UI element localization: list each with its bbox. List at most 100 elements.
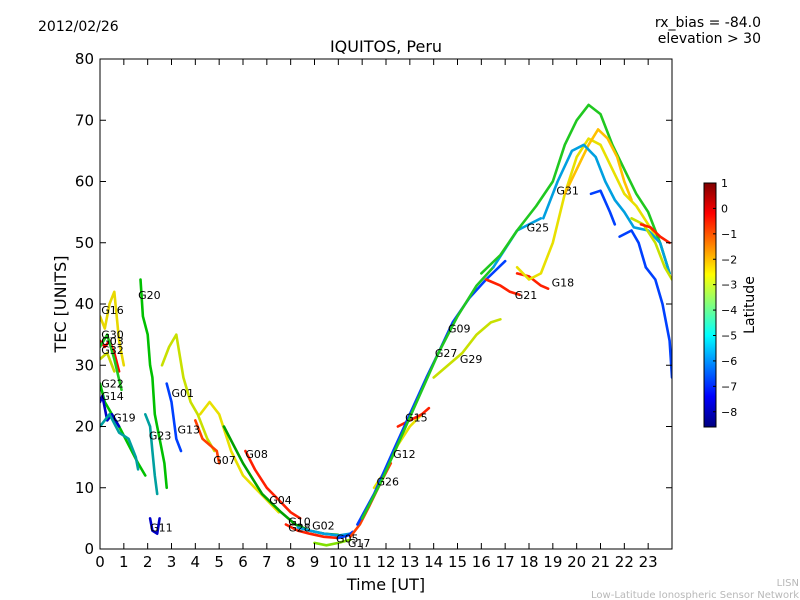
series-label: G19: [113, 411, 136, 424]
y-tick-label: 20: [75, 418, 94, 436]
colorbar-tick-label: −1: [721, 228, 737, 241]
series-line-track-33: [589, 189, 617, 226]
series-line-track-34: [618, 229, 648, 269]
y-tick-label: 80: [75, 50, 94, 68]
series-label: G32: [101, 344, 124, 357]
series-label: G31: [556, 185, 579, 198]
y-tick-label: 0: [84, 540, 94, 558]
series-label: G02: [312, 520, 335, 533]
series-label: G04: [269, 494, 292, 507]
y-tick-label: 40: [75, 295, 94, 313]
series-label: G27: [435, 347, 458, 360]
series-line-G05: [313, 538, 352, 547]
colorbar-tick-label: −7: [721, 380, 737, 393]
series-line-G07: [194, 419, 221, 465]
series-line-G20: [139, 278, 168, 490]
series-line-G09: [360, 266, 495, 520]
colorbar-tick-label: 1: [721, 177, 728, 190]
series-line-G03: [100, 333, 123, 392]
series-line-G28: [284, 523, 340, 540]
series-label: G20: [138, 289, 161, 302]
chart-title: IQUITOS, Peru: [330, 37, 442, 56]
colorbar-tick-label: −5: [721, 330, 737, 343]
series-label: G13: [177, 424, 200, 437]
series-line-G32: [100, 351, 116, 373]
y-ticks: 0 10 20 30 40 50 60 70 80: [75, 50, 672, 558]
series-line-track-35: [644, 266, 672, 379]
colorbar-tick-label: −6: [721, 355, 737, 368]
x-tick-label: 12: [376, 553, 395, 571]
series-label: G17: [348, 537, 371, 550]
x-ticks: 0 1 2 3 4 5 6 7 8 9 10 11 12 13 14 15 16 17 18 19 20 21 22 23: [95, 59, 658, 571]
x-axis-label: Time [UT]: [346, 575, 425, 594]
series-line-G11: [148, 517, 161, 535]
series-label: G07: [213, 454, 236, 467]
series-label: G23: [149, 430, 172, 443]
series-label: G10: [288, 515, 311, 528]
series-label: G11: [150, 522, 173, 535]
x-tick-label: 9: [310, 553, 320, 571]
colorbar-tick-label: −4: [721, 304, 737, 317]
series-label: G28: [288, 522, 311, 535]
x-tick-label: 14: [424, 553, 443, 571]
series-line-G13: [165, 382, 183, 453]
series-line-track-36: [630, 217, 672, 281]
x-tick-label: 16: [472, 553, 491, 571]
series-label: G05: [336, 533, 359, 546]
footer-network: Low-Latitude Ionospheric Sensor Network: [591, 590, 799, 600]
x-tick-label: 8: [286, 553, 296, 571]
x-tick-label: 18: [519, 553, 538, 571]
series-line-G17: [337, 530, 354, 540]
colorbar-tick-label: −3: [721, 279, 737, 292]
y-tick-label: 60: [75, 173, 94, 191]
series-line-G29: [432, 318, 502, 379]
x-tick-label: 19: [543, 553, 562, 571]
series-label: G21: [515, 289, 538, 302]
series-label: G03: [101, 335, 124, 348]
y-axis-label: TEC [UNITS]: [51, 256, 70, 354]
series-label: G30: [101, 329, 124, 342]
x-tick-label: 0: [95, 553, 105, 571]
x-tick-label: 4: [191, 553, 201, 571]
series-line-G23: [144, 413, 159, 496]
series-line-G08: [244, 449, 302, 520]
series-label: G16: [101, 304, 124, 317]
series-label: G08: [245, 448, 268, 461]
x-tick-label: 22: [615, 553, 634, 571]
series-line-G31: [515, 137, 671, 281]
y-tick-label: 70: [75, 111, 94, 129]
series-line-G14: [100, 394, 121, 428]
series-label: G26: [376, 476, 399, 489]
colorbar-tick-label: 0: [721, 202, 728, 215]
colorbar-bar: [703, 182, 717, 428]
x-tick-label: 1: [119, 553, 129, 571]
x-tick-label: 2: [143, 553, 153, 571]
series-line-track-37: [639, 223, 671, 245]
x-tick-label: 3: [167, 553, 177, 571]
colorbar-tick-label: −8: [721, 406, 737, 419]
colorbar-label: Latitude: [742, 276, 758, 334]
x-tick-label: 10: [329, 553, 348, 571]
series-line-G19: [100, 413, 140, 471]
x-tick-label: 17: [496, 553, 515, 571]
series-line-track-30: [480, 103, 671, 275]
series-label: G12: [393, 448, 416, 461]
x-tick-label: 20: [567, 553, 586, 571]
rx-bias-label: rx_bias = -84.0: [655, 15, 761, 31]
series-line-G01: [160, 333, 216, 453]
series-label: G01: [172, 387, 195, 400]
elevation-label: elevation > 30: [658, 31, 761, 47]
series-line-G10: [222, 425, 340, 537]
x-tick-label: 23: [639, 553, 658, 571]
y-tick-label: 10: [75, 479, 94, 497]
series-label: G25: [527, 221, 550, 234]
series-line-G16: [100, 290, 126, 367]
colorbar: 1 0 −1 −2 −3 −4 −5 −6 −7 −8 Latitude: [703, 177, 758, 428]
series-label: G15: [405, 411, 428, 424]
series-line-G18: [515, 272, 550, 290]
colorbar-ticks: 1 0 −1 −2 −3 −4 −5 −6 −7 −8: [713, 177, 737, 419]
series-layer: [100, 103, 672, 547]
x-tick-label: 6: [238, 553, 248, 571]
